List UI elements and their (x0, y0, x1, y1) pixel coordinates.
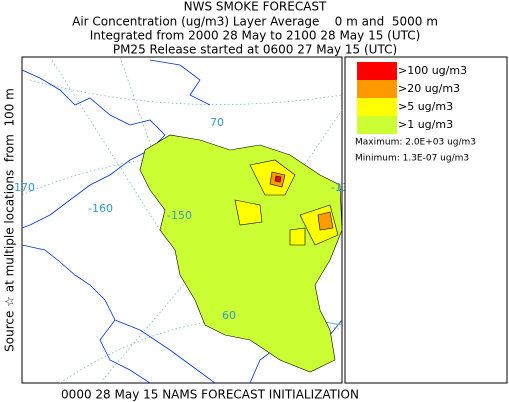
legend-swatch (357, 80, 397, 98)
coastline (22, 69, 166, 229)
map-label: -170 (10, 181, 35, 194)
minimum: Minimum: 1.3E-07 ug/m3 (355, 154, 469, 164)
legend-label: >100 ug/m3 (398, 64, 467, 77)
legend-swatch (357, 98, 397, 116)
footer: 0000 28 May 15 NAMS FORECAST INITIALIZAT… (61, 388, 359, 402)
smoke-area (317, 211, 334, 231)
map-label: 70 (210, 116, 224, 129)
title: NWS SMOKE FORECAST (184, 0, 327, 14)
legend-label: >1 ug/m3 (398, 118, 453, 131)
map-label: -160 (88, 202, 113, 215)
maximum: Maximum: 2.0E+03 ug/m3 (355, 138, 476, 148)
smoke-area (274, 175, 282, 183)
map-label: 60 (222, 309, 236, 322)
map-label: -150 (167, 209, 192, 222)
legend-swatch (357, 116, 397, 134)
side-label: Source ☆ at multiple locations from 100 … (3, 88, 17, 352)
subtitle: PM25 Release started at 0600 27 May 15 (… (113, 43, 397, 57)
coastline (22, 244, 151, 383)
graticule (29, 79, 342, 105)
smoke-area (139, 134, 342, 373)
coastline (149, 59, 211, 106)
subtitle: Air Concentration (ug/m3) Layer Average … (72, 15, 438, 29)
legend: Maximum: 2.0E+03 ug/m3 Minimum: 1.3E-07 … (344, 56, 508, 384)
map: 70 -170 -160 -150 -130 60 (10, 56, 356, 384)
smoke-area (289, 227, 306, 246)
smoke-area (234, 199, 263, 226)
coastline (114, 319, 216, 383)
legend-swatch (357, 62, 397, 80)
graticule (99, 229, 231, 383)
subtitle: Integrated from 2000 28 May to 2100 28 M… (90, 29, 421, 43)
legend-label: >5 ug/m3 (398, 100, 453, 113)
legend-label: >20 ug/m3 (398, 82, 460, 95)
